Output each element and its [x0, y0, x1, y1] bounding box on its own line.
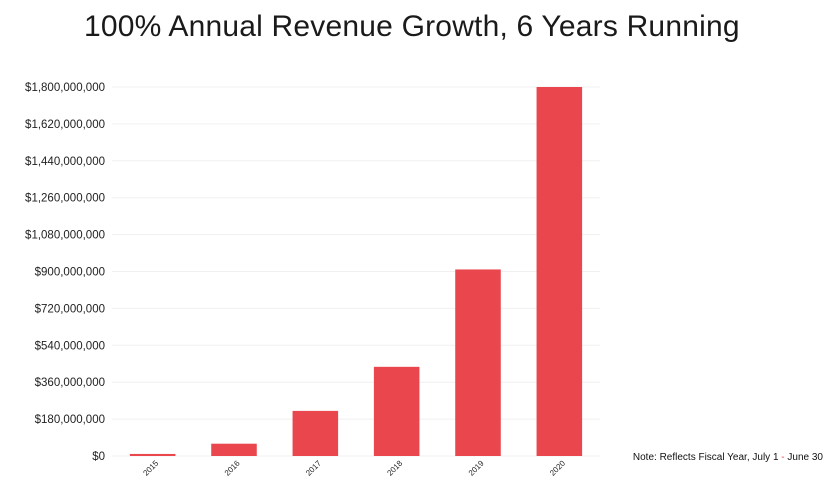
note-prefix: Note: Reflects Fiscal Year, July 1	[632, 452, 779, 463]
y-tick-label: $1,620,000,000	[25, 119, 105, 131]
gridlines	[112, 86, 600, 457]
note-suffix: June 30	[787, 452, 823, 463]
y-tick-label: $1,800,000,000	[25, 82, 105, 94]
bar-2017	[292, 410, 339, 456]
x-tick-label: 2018	[385, 458, 404, 477]
y-tick-label: $1,080,000,000	[25, 230, 105, 242]
y-axis-tick-labels: $0 $180,000,000 $360,000,000 $540,000,000 $7…	[25, 82, 105, 463]
bars	[129, 87, 583, 456]
y-tick-label: $1,440,000,000	[25, 156, 105, 168]
x-tick-label: 2019	[467, 458, 486, 477]
bar-2015	[129, 453, 176, 456]
y-tick-label: $540,000,000	[35, 340, 105, 352]
y-tick-label: $180,000,000	[35, 414, 105, 426]
x-axis-tick-labels: 2015 2016 2017 2018 2019 2020	[141, 458, 567, 477]
x-tick-label: 2016	[223, 458, 242, 477]
y-tick-label: $720,000,000	[35, 303, 105, 315]
bar-2019	[455, 269, 501, 456]
chart-title: 100% Annual Revenue Growth, 6 Years Runn…	[84, 10, 740, 43]
y-tick-label: $0	[92, 451, 105, 463]
x-tick-label: 2015	[141, 458, 160, 477]
y-tick-label: $1,260,000,000	[25, 193, 105, 205]
note-separator: -	[778, 452, 788, 463]
bar-2020	[536, 87, 583, 456]
fiscal-year-note: Note: Reflects Fiscal Year, July 1 - Jun…	[633, 452, 823, 463]
bar-2016	[211, 443, 257, 456]
x-tick-label: 2020	[548, 458, 567, 477]
bar-2018	[373, 366, 420, 456]
y-tick-label: $360,000,000	[35, 377, 105, 389]
y-tick-label: $900,000,000	[35, 267, 105, 279]
x-tick-label: 2017	[304, 458, 323, 477]
